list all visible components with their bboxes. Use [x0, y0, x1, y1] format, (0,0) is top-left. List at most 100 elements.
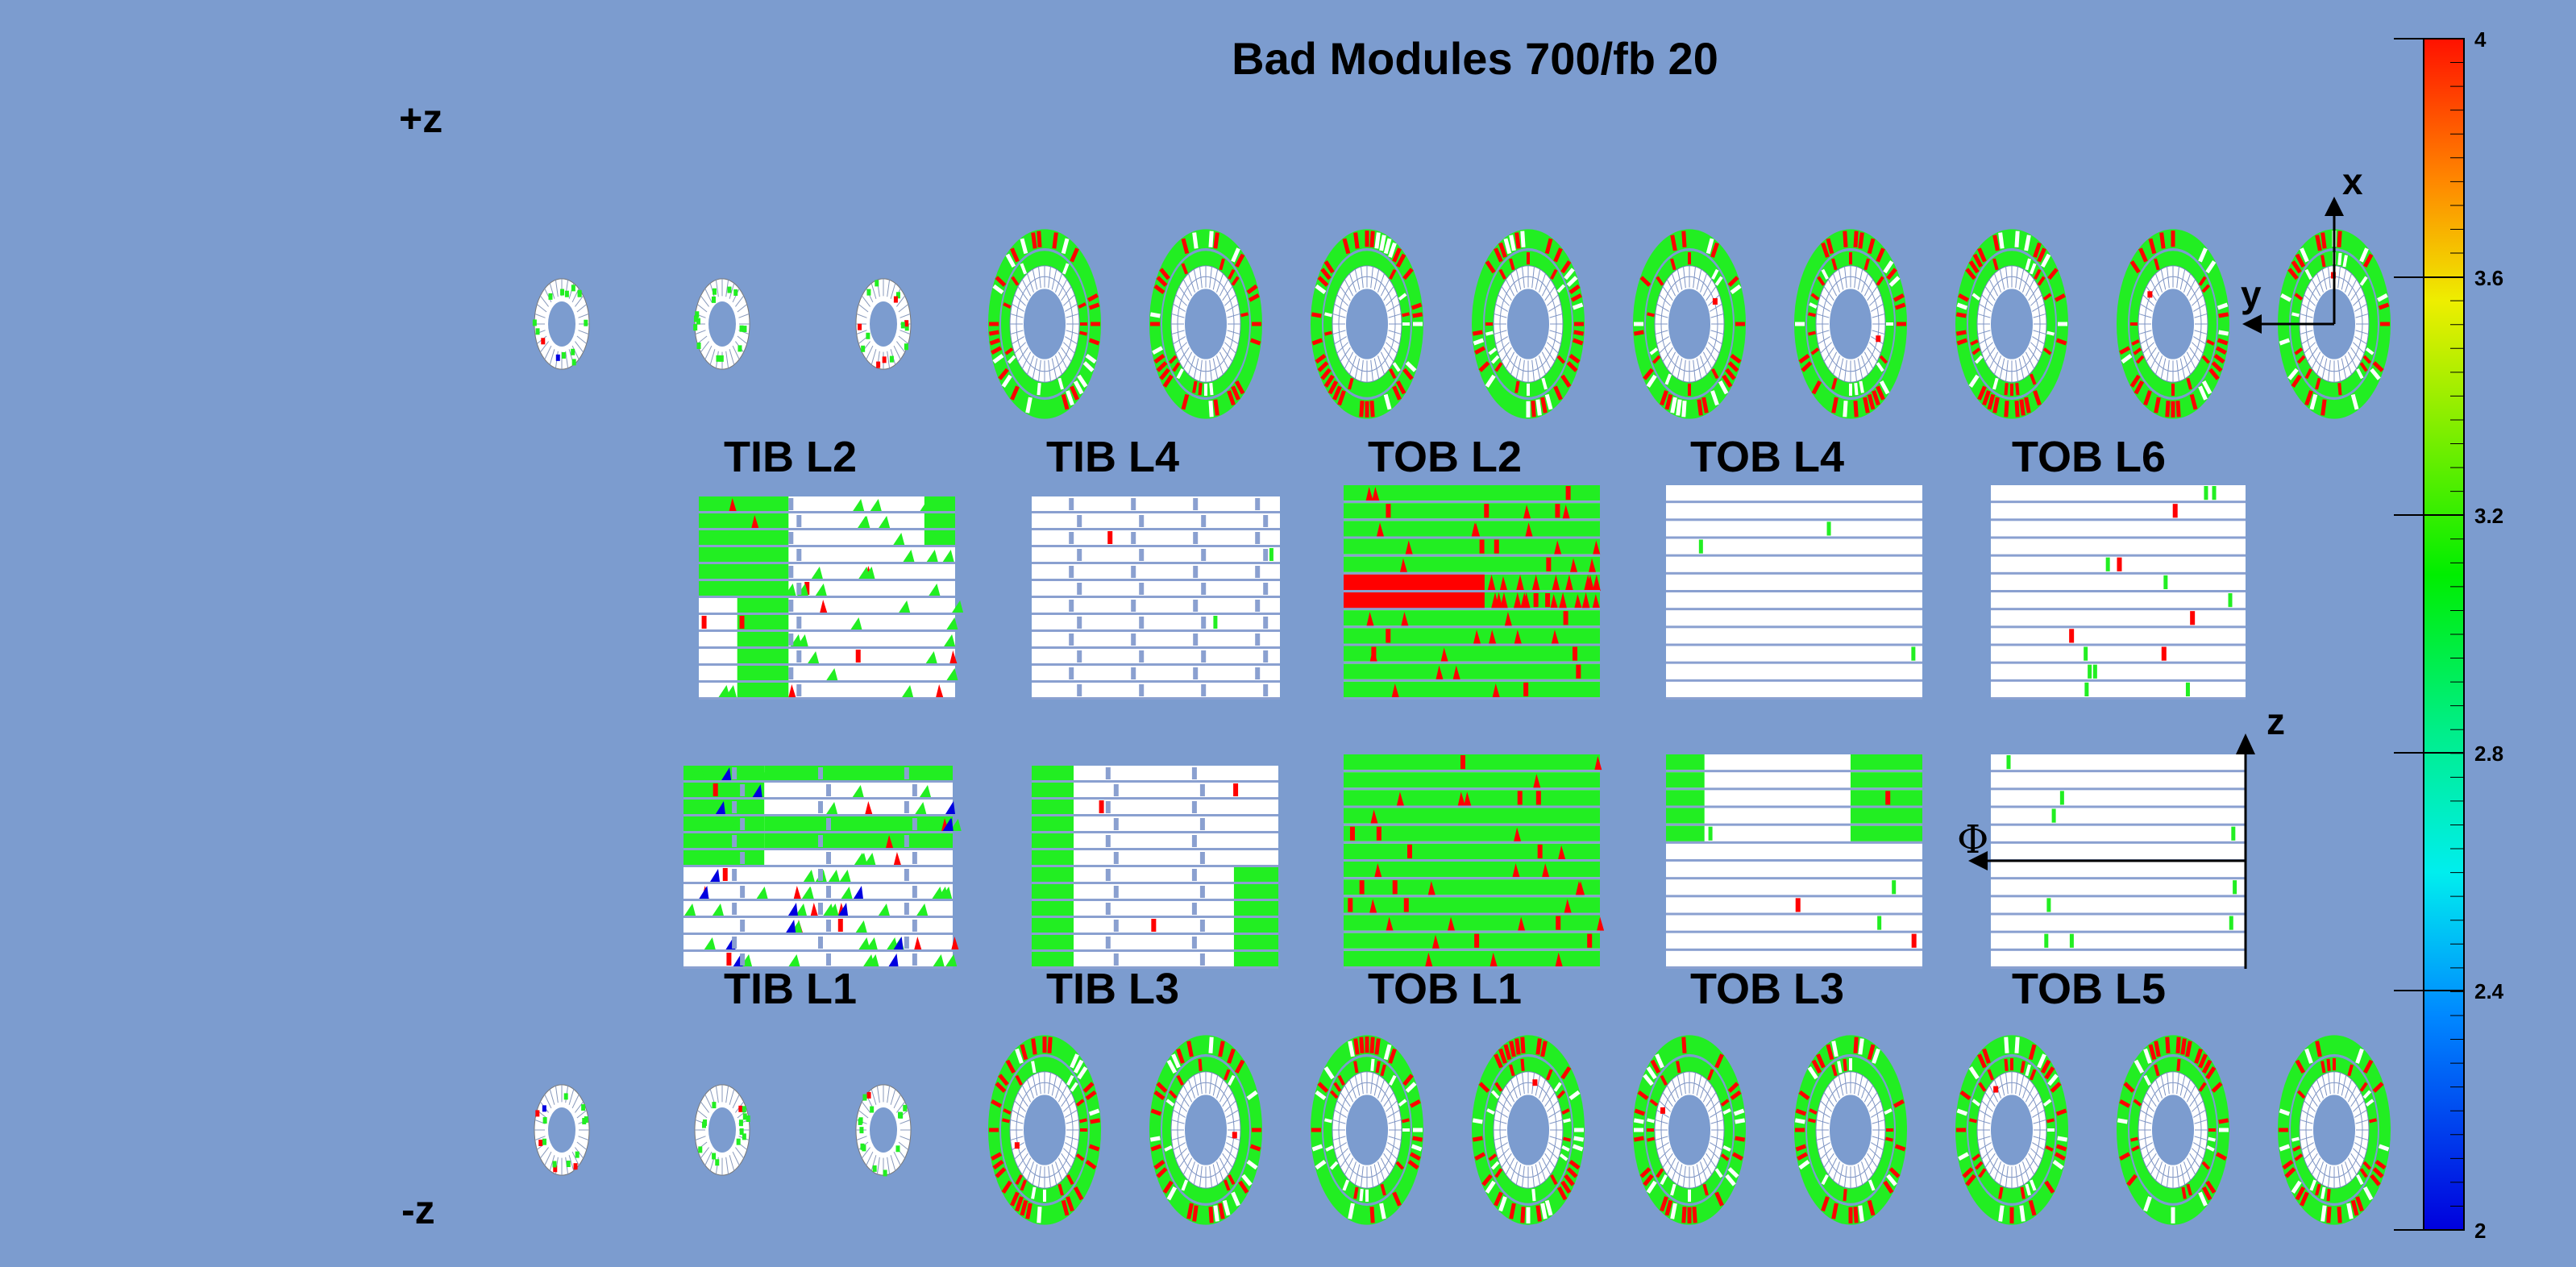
disk-module	[859, 1127, 864, 1134]
row-separator	[1991, 912, 2246, 916]
module-bad	[1359, 880, 1365, 895]
segment-gap	[1069, 600, 1074, 612]
disk-middle-module	[1863, 258, 1870, 271]
disk-outer-module	[1383, 238, 1392, 255]
disk-outer-module	[2129, 374, 2141, 388]
module-good	[1344, 610, 1600, 626]
disk-middle-module	[1389, 268, 1397, 280]
row-separator	[1032, 814, 1278, 816]
row-separator	[1991, 554, 2246, 557]
disk-outer-module	[1085, 353, 1097, 364]
disk-middle-module	[1057, 1183, 1064, 1196]
disk-outer-module	[1566, 1167, 1578, 1178]
disk-outer-module	[2205, 1180, 2217, 1194]
disk-outer-module	[1010, 385, 1020, 401]
disk-module-edge	[534, 314, 546, 318]
module-good	[946, 668, 958, 680]
module-bad	[1374, 863, 1382, 878]
disk-module	[882, 356, 887, 363]
disk-middle-module	[1514, 380, 1520, 393]
disk-outer-module	[2198, 1053, 2208, 1069]
disk-module-edge	[709, 349, 716, 365]
module-good	[2212, 486, 2217, 501]
disk-outer-module	[988, 330, 999, 336]
disk-outer-module	[1323, 1066, 1335, 1080]
disk-outer-module	[1474, 346, 1485, 355]
disk-module-edge	[876, 1157, 880, 1174]
module-bad	[1365, 487, 1373, 501]
module-bad	[1795, 898, 1801, 912]
module-bad	[1435, 665, 1444, 679]
row-separator	[699, 680, 955, 683]
segment-gap	[1131, 566, 1136, 578]
disk-inner-module	[2147, 291, 2153, 298]
segment-gap	[1191, 801, 1197, 813]
disk-outer-module	[1070, 1053, 1079, 1069]
disk-module-edge	[700, 1147, 709, 1159]
disk-outer-module	[2279, 338, 2291, 346]
module-good	[771, 617, 783, 629]
axis-label-y: y	[2241, 273, 2262, 315]
disk-module	[535, 1110, 540, 1117]
disk-module-edge	[555, 1086, 559, 1103]
module-bad	[1448, 916, 1456, 931]
segment-gap	[1105, 801, 1111, 813]
disk-middle-module	[1380, 1064, 1386, 1077]
disk-middle-module	[1079, 1118, 1087, 1124]
disk-outer-module	[1402, 368, 1414, 380]
disk-module-edge	[695, 330, 706, 334]
disk-middle-module	[1168, 355, 1178, 364]
row-separator	[699, 579, 955, 581]
module-bad	[1484, 504, 1490, 518]
disk-outer-module	[1831, 1041, 1839, 1057]
disk-middle-module	[1831, 1064, 1838, 1077]
module-good	[1850, 808, 1922, 824]
disk-module-edge	[725, 351, 729, 368]
disk-inner-circle	[1338, 276, 1396, 372]
disk-middle-module	[1325, 1145, 1334, 1152]
disk-module	[566, 1160, 571, 1167]
segment-gap	[1193, 498, 1199, 510]
disk-outer-module	[1998, 1205, 2005, 1222]
disk-module	[727, 286, 732, 293]
module-good	[1233, 884, 1278, 899]
module-good	[733, 768, 746, 780]
module-good	[1344, 772, 1600, 788]
disk-outer-module	[1681, 1036, 1687, 1053]
row-separator	[1032, 629, 1280, 632]
disk-middle-module	[1978, 1082, 1987, 1092]
segment-gap	[788, 498, 794, 510]
module-good	[683, 850, 765, 865]
disk-outer-module	[2211, 1082, 2223, 1093]
disk-middle-module	[1485, 330, 1494, 336]
module-bad	[1425, 952, 1433, 966]
disk-outer-module	[1798, 1159, 1810, 1170]
disk-outer-module	[2201, 380, 2212, 395]
colorbar-tick-label: 3.2	[2474, 504, 2504, 528]
disk-inner-circle	[1499, 1082, 1557, 1178]
endcap-disks-minus-z	[534, 1035, 2391, 1225]
x-arrow-head	[2325, 197, 2344, 216]
endcap-disk	[534, 1084, 590, 1176]
segment-gap	[1263, 583, 1269, 595]
disk-inner-circle	[1338, 1082, 1396, 1178]
disk-outer-module	[1379, 1203, 1386, 1219]
module-low	[888, 953, 899, 966]
disk-middle-module	[1722, 1145, 1731, 1152]
disk-middle-module	[2045, 1145, 2054, 1152]
disk-outer-module	[1732, 1152, 1743, 1161]
disk-module-edge	[856, 1136, 867, 1140]
disk-outer-module	[2362, 1186, 2374, 1201]
disk-module-edge	[900, 1120, 911, 1124]
disk-outer-module	[2291, 374, 2302, 388]
disk-outer-module	[2055, 338, 2067, 346]
disk-middle-module	[2004, 1058, 2009, 1072]
disk-outer-module	[1234, 380, 1245, 395]
disk-outer-module	[2291, 260, 2302, 274]
row-separator	[683, 916, 953, 918]
module-good	[1032, 783, 1074, 797]
module-good	[1233, 952, 1278, 966]
disk-middle-module	[2029, 1179, 2037, 1191]
disk-middle-module	[1353, 1061, 1359, 1074]
disk-module	[733, 289, 738, 296]
